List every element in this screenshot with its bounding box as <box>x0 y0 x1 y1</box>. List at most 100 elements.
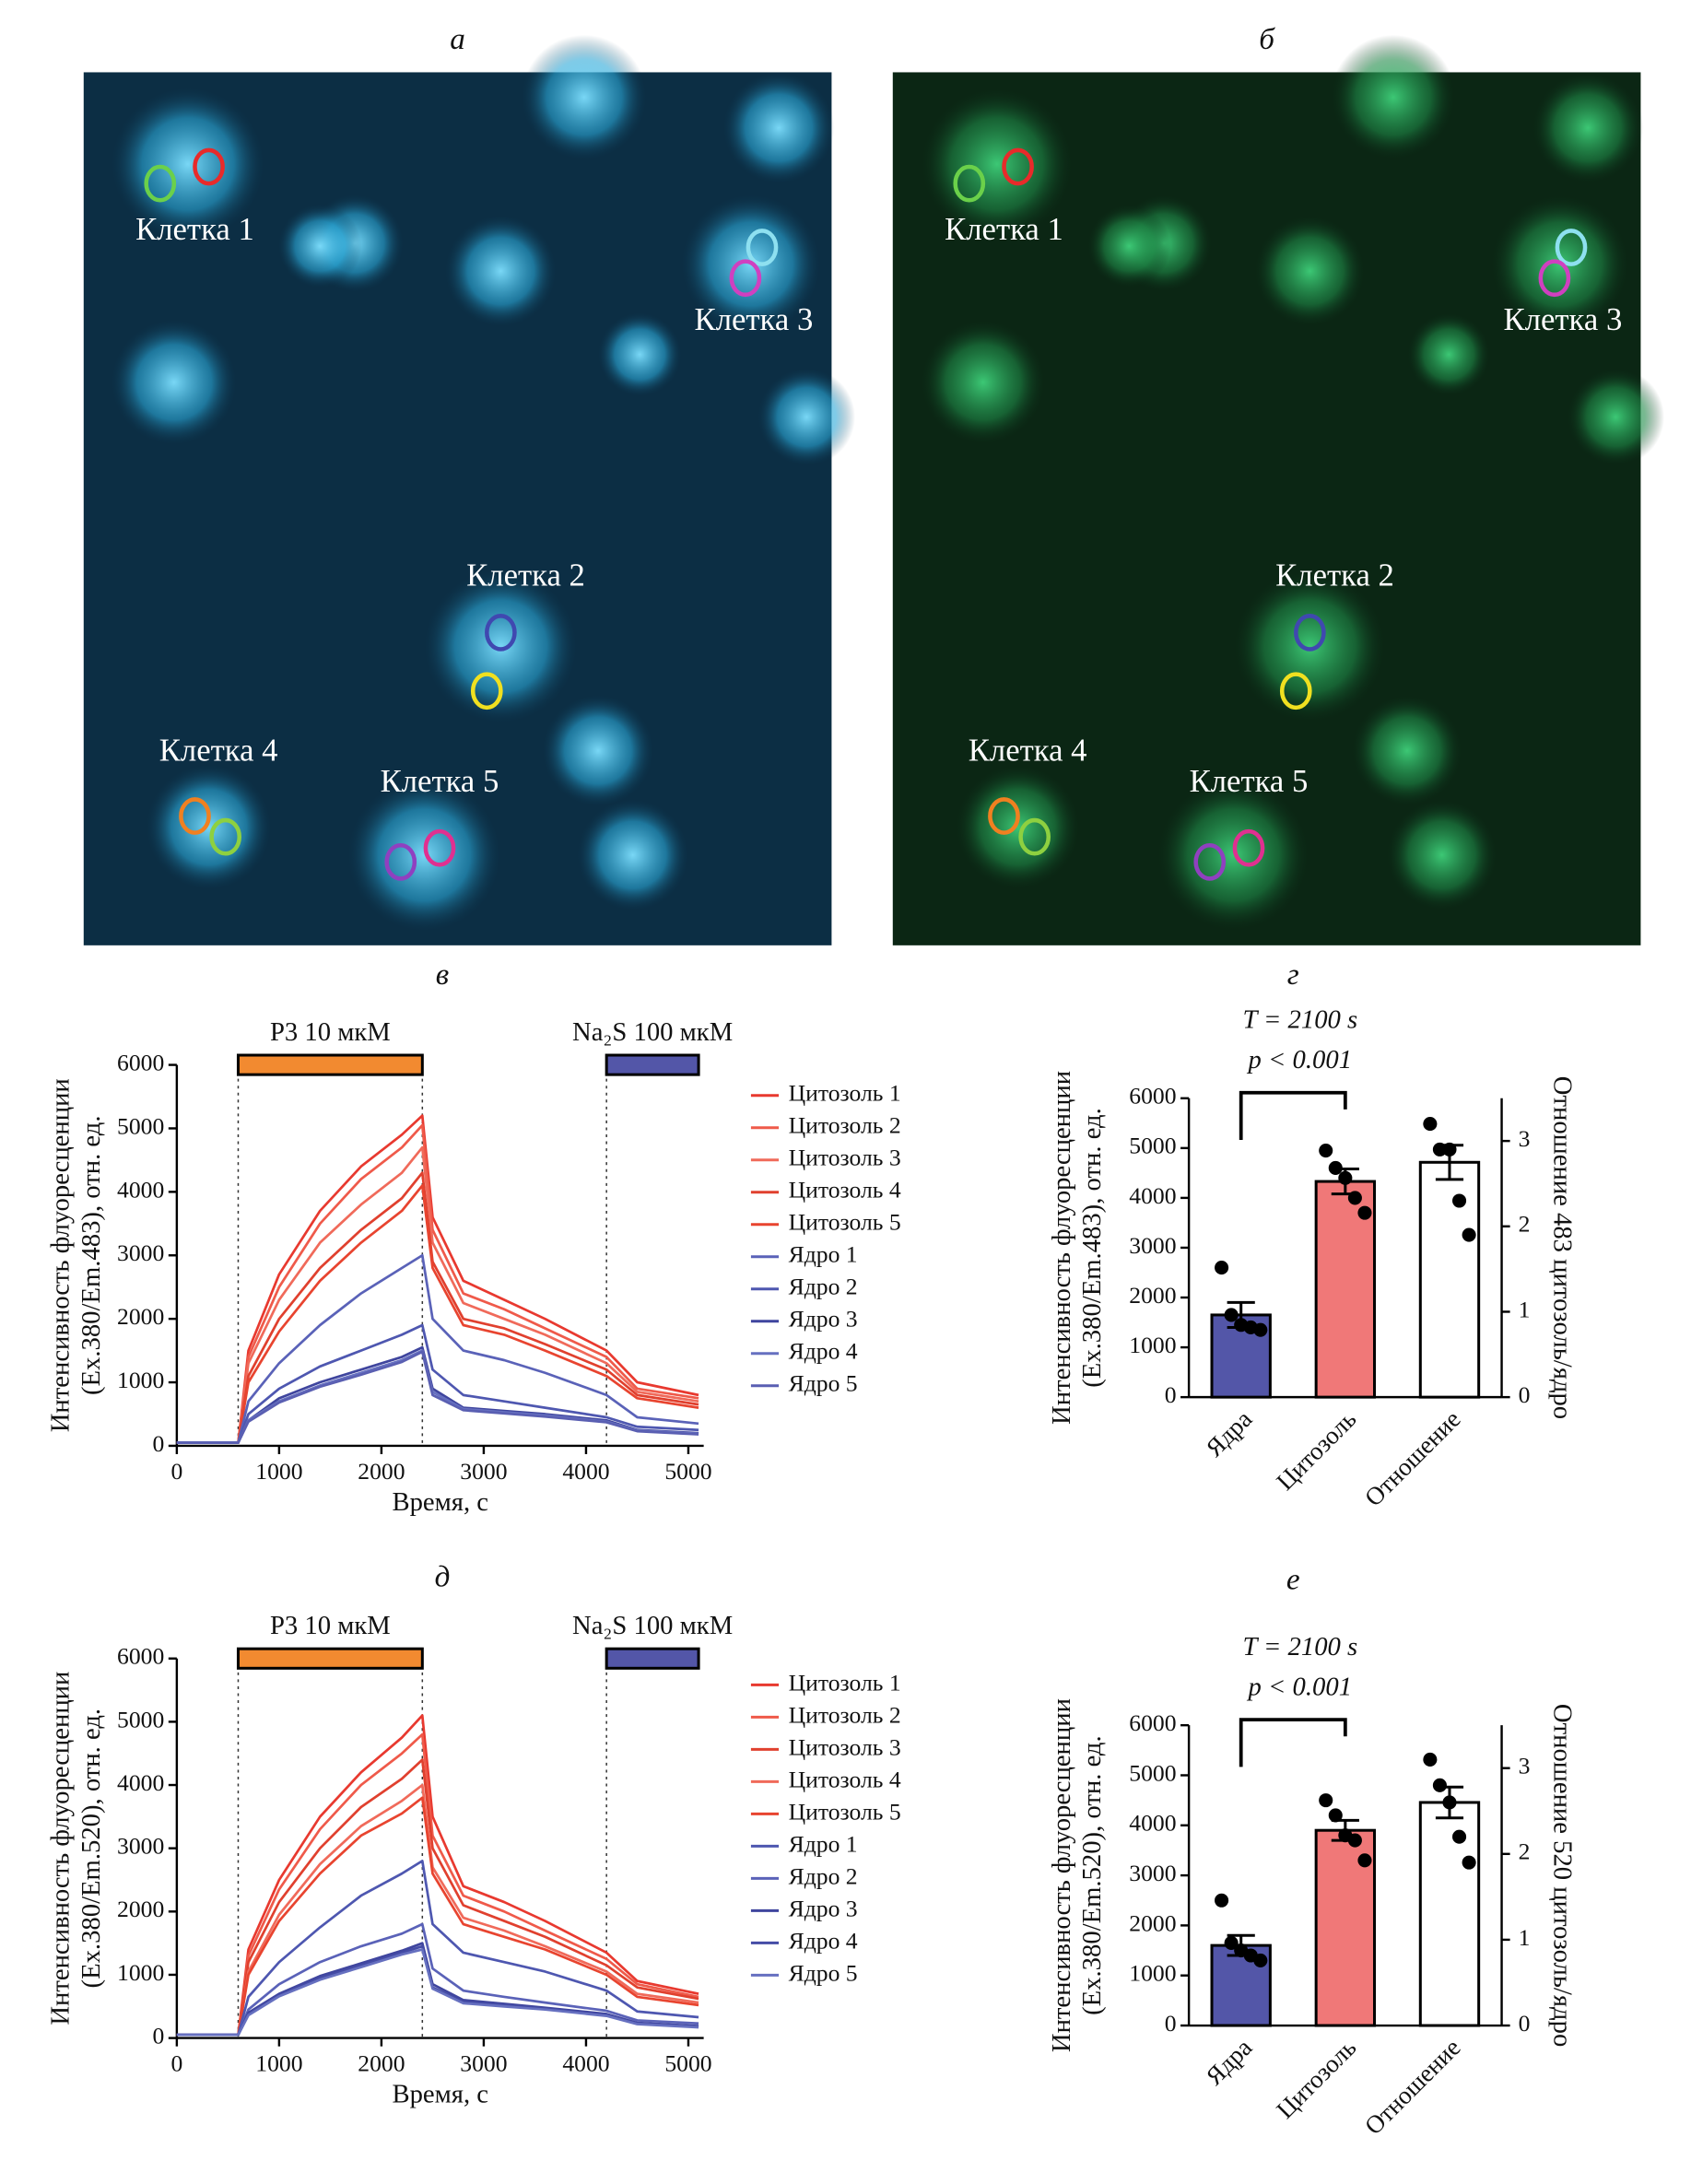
x-tick-label: Ядра <box>1201 2034 1258 2091</box>
cell-glow <box>1532 72 1644 184</box>
legend-label: Ядро 3 <box>789 1306 858 1333</box>
legend-label: Цитозоль 1 <box>789 1669 901 1696</box>
data-point <box>1357 1853 1372 1868</box>
x-axis-label: Время, с <box>392 1487 488 1517</box>
y-axis-label: Интенсивность флуоресценции <box>46 1078 76 1432</box>
data-point <box>1319 1793 1333 1808</box>
x-tick-label: 1000 <box>255 2050 302 2077</box>
y-tick-label: 6000 <box>117 1643 164 1670</box>
y-tick-label: 5000 <box>1129 1759 1176 1786</box>
cell-glow <box>920 88 1074 241</box>
y-axis-label: (Ex.380/Em.483), отн. ед. <box>1077 1108 1107 1388</box>
y2-tick-label: 1 <box>1519 1296 1531 1322</box>
data-point <box>1423 1117 1438 1132</box>
roi <box>485 614 517 652</box>
data-point <box>1462 1855 1476 1870</box>
cell-glow <box>111 88 264 241</box>
y-tick-label: 4000 <box>1129 1182 1176 1209</box>
cell-glow <box>1330 34 1456 160</box>
x-tick-label: 1000 <box>255 1458 302 1485</box>
bar <box>1418 1801 1481 2027</box>
x-tick-label: 3000 <box>460 1458 507 1485</box>
data-point <box>1432 1142 1447 1157</box>
legend-label: Ядро 3 <box>789 1895 858 1921</box>
data-point <box>1442 1142 1457 1157</box>
annotation: p < 0.001 <box>1247 1673 1352 1702</box>
series-line <box>176 1714 699 2037</box>
cell-glow <box>424 569 578 723</box>
cell-glow <box>920 319 1046 445</box>
legend-label: Цитозоль 4 <box>789 1766 901 1792</box>
roi <box>470 672 503 710</box>
legend-label: Ядро 4 <box>789 1338 858 1365</box>
x-tick-label: Отношение <box>1359 1405 1466 1512</box>
roi <box>729 259 762 298</box>
roi <box>144 164 177 203</box>
y-axis-label: (Ex.380/Em.483), отн. ед. <box>76 1115 106 1395</box>
data-point <box>1328 1808 1343 1823</box>
data-point <box>1215 1261 1229 1275</box>
y-tick-label: 3000 <box>1129 1860 1176 1886</box>
cell-label: Клетка 3 <box>1504 301 1623 337</box>
series-line <box>176 1758 699 2037</box>
cell-glow <box>1157 778 1310 932</box>
cell-label: Клетка 1 <box>945 211 1063 247</box>
y-tick-label: 4000 <box>1129 1810 1176 1837</box>
x-tick-label: 2000 <box>358 1458 405 1485</box>
series-line <box>176 1171 699 1444</box>
y2-tick-label: 2 <box>1519 1838 1531 1865</box>
legend-label: Цитозоль 5 <box>789 1798 901 1825</box>
y2-tick-label: 3 <box>1519 1125 1531 1152</box>
legend-label: Ядро 2 <box>789 1274 858 1300</box>
cell-glow <box>955 764 1081 890</box>
series-line <box>176 1253 699 1444</box>
roi <box>423 828 456 867</box>
cell-glow <box>542 695 654 806</box>
series-line <box>176 1796 699 2037</box>
roi <box>1232 828 1265 867</box>
roi <box>1002 147 1034 186</box>
x-tick-label: Цитозоль <box>1271 2034 1361 2124</box>
cell-glow <box>347 778 501 932</box>
significance-bracket <box>1239 1090 1347 1141</box>
data-point <box>1462 1227 1476 1242</box>
series-line <box>176 1145 699 1444</box>
series-line <box>176 1783 699 2037</box>
y-tick-label: 3000 <box>1129 1232 1176 1259</box>
y-tick-label: 3000 <box>117 1833 164 1860</box>
annotation: T = 2100 s <box>1242 1004 1357 1034</box>
bar <box>1418 1160 1481 1399</box>
y-tick-label: 1000 <box>1129 1332 1176 1358</box>
x-tick-label: 2000 <box>358 2050 405 2077</box>
roi <box>1193 842 1227 881</box>
x-axis-label: Время, с <box>392 2080 488 2109</box>
cell-glow <box>445 215 557 327</box>
cell-label: Клетка 3 <box>695 301 814 337</box>
x-tick-label: 5000 <box>664 1458 711 1485</box>
data-point <box>1357 1205 1372 1220</box>
x-tick-label: 5000 <box>664 2050 711 2077</box>
series-line <box>176 1860 699 2037</box>
data-point <box>1347 1833 1362 1848</box>
data-point <box>1423 1752 1438 1767</box>
panel-label: д <box>435 1559 451 1593</box>
data-point <box>1319 1144 1333 1158</box>
x-tick-label: Отношение <box>1359 2034 1466 2141</box>
series-line <box>176 1922 699 2037</box>
x-tick-label: 4000 <box>562 1458 609 1485</box>
legend-label: Цитозоль 2 <box>789 1112 901 1139</box>
cell-glow <box>521 34 647 160</box>
series-line <box>176 1732 699 2037</box>
y-axis-label: (Ex.380/Em.520), отн. ед. <box>76 1708 106 1989</box>
cell-label: Клетка 4 <box>969 733 1087 769</box>
roi <box>1294 614 1326 652</box>
legend-label: Цитозоль 1 <box>789 1080 901 1107</box>
y-tick-label: 3000 <box>117 1239 164 1266</box>
annotation: T = 2100 s <box>1242 1632 1357 1661</box>
panel-label: г <box>1287 957 1299 992</box>
roi <box>1279 672 1312 710</box>
x-tick-label: Цитозоль <box>1271 1405 1361 1496</box>
roi <box>193 147 225 186</box>
cell-glow <box>1233 569 1387 723</box>
